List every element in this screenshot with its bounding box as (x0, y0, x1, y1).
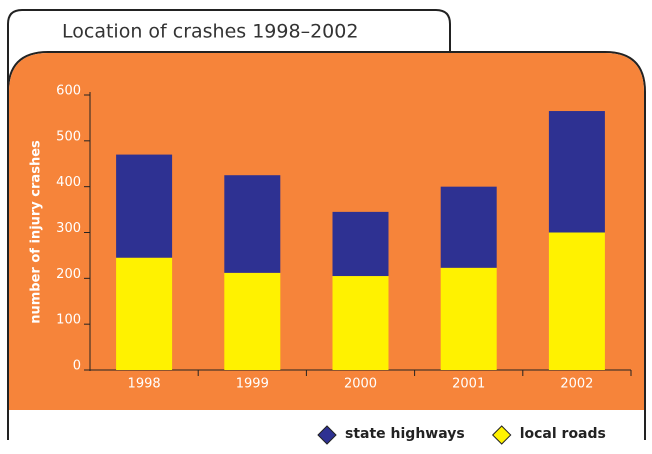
bar-segment (440, 186, 497, 268)
y-tick-label: 400 (56, 175, 81, 190)
x-tick-label: 2001 (452, 377, 485, 392)
x-tick-label: 2000 (344, 377, 377, 392)
y-tick-label: 0 (73, 359, 81, 374)
y-tick-label: 500 (56, 129, 81, 144)
x-tick-label: 1999 (236, 377, 269, 392)
bar-segment (548, 232, 605, 370)
y-tick-label: 200 (56, 267, 81, 282)
plot-panel (9, 53, 644, 410)
chart-title: Location of crashes 1998–2002 (62, 21, 358, 43)
y-tick-label: 600 (56, 84, 81, 99)
bar-segment (224, 175, 281, 273)
legend-swatch (491, 425, 512, 445)
y-tick-label: 100 (56, 313, 81, 328)
bar-segment (116, 154, 173, 258)
bar-segment (332, 276, 389, 370)
legend-label: local roads (520, 426, 606, 442)
y-tick-label: 300 (56, 221, 81, 236)
bar-segment (332, 211, 389, 277)
bar-segment (224, 272, 281, 370)
frame (7, 51, 646, 440)
x-tick-label: 1998 (128, 377, 161, 392)
y-axis-label: number of injury crashes (29, 140, 44, 324)
legend-label: state highways (345, 426, 465, 442)
legend-swatch (317, 425, 337, 445)
bar-segment (440, 267, 497, 370)
bar-segment (116, 257, 173, 370)
x-tick-label: 2002 (560, 377, 593, 392)
bar-segment (548, 111, 605, 233)
